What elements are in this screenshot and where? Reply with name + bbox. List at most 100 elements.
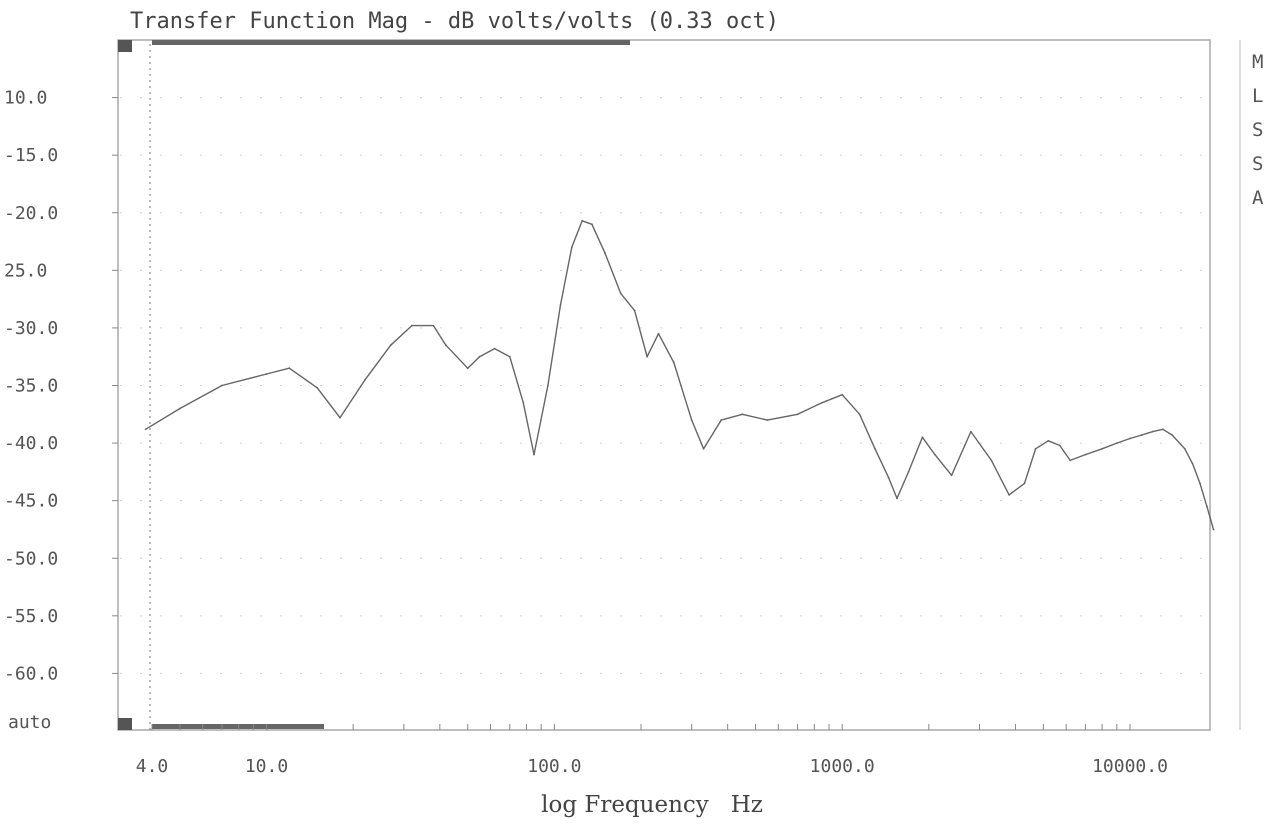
y-tick-label: 25.0	[4, 260, 47, 281]
data-point	[1191, 462, 1194, 465]
y-axis: 10.0 -15.0 -20.0 25.0 -30.0 -35.0 -40.0 -45.0 -5…	[4, 88, 118, 733]
data-point	[1206, 505, 1208, 508]
data-point	[1115, 442, 1118, 444]
y-tick-label: -15.0	[4, 145, 58, 166]
side-letter: S	[1252, 153, 1263, 175]
y-tick-label: -35.0	[4, 376, 58, 397]
data-point	[1129, 437, 1131, 440]
data-point	[316, 386, 319, 389]
data-point	[1058, 444, 1061, 447]
x-axis-title: log Frequency Hz	[541, 792, 763, 818]
data-point	[921, 436, 924, 439]
data-point	[619, 292, 622, 295]
data-point	[604, 252, 606, 255]
side-letter: S	[1252, 119, 1263, 141]
data-point	[1171, 434, 1173, 436]
x-tick-label: 1000.0	[810, 756, 875, 777]
data-point	[339, 416, 341, 419]
data-point	[522, 401, 525, 404]
side-letter: M	[1252, 51, 1263, 73]
data-point	[1034, 447, 1037, 450]
chart-title: Transfer Function Mag - dB volts/volts (…	[130, 9, 779, 34]
data-point	[445, 344, 447, 347]
data-point	[896, 497, 898, 500]
data-trace-group	[144, 219, 1215, 531]
y-tick-label: -20.0	[4, 203, 58, 224]
range-markers	[118, 40, 630, 730]
data-point	[841, 393, 844, 396]
data-point	[646, 355, 648, 358]
x-tick-label: 100.0	[527, 756, 581, 777]
data-point	[221, 384, 223, 387]
data-point	[907, 471, 910, 473]
data-point	[858, 413, 861, 416]
data-point	[970, 430, 972, 433]
data-point	[990, 459, 993, 462]
data-point	[478, 355, 481, 358]
y-tick-label: -60.0	[4, 663, 58, 684]
data-point	[1151, 430, 1154, 433]
data-point	[1023, 482, 1026, 485]
side-letter: A	[1252, 187, 1264, 209]
data-point	[657, 332, 660, 335]
data-point	[144, 428, 147, 431]
data-point	[179, 407, 181, 410]
data-point	[559, 304, 562, 306]
data-point	[1183, 447, 1186, 450]
side-letter: L	[1252, 85, 1263, 107]
data-point	[591, 223, 593, 226]
data-point	[1008, 494, 1010, 496]
data-point	[672, 361, 675, 364]
data-point	[1047, 439, 1050, 442]
data-point	[1199, 482, 1201, 485]
data-point	[821, 401, 823, 404]
series-line	[145, 220, 1215, 530]
data-point	[1069, 459, 1072, 462]
data-point	[288, 367, 291, 370]
data-point	[934, 453, 936, 456]
data-point	[633, 309, 636, 312]
y-tick-label: -50.0	[4, 548, 58, 569]
data-point	[533, 453, 535, 456]
y-bottom-label: auto	[8, 712, 51, 733]
grid	[120, 44, 1208, 730]
range-marker-bar	[152, 40, 630, 45]
data-point	[1141, 434, 1143, 436]
y-tick-label: -40.0	[4, 433, 58, 454]
range-marker-square	[118, 40, 132, 52]
range-marker-square	[118, 718, 132, 730]
data-point	[389, 344, 392, 347]
data-point	[874, 447, 876, 450]
data-point	[466, 367, 469, 370]
y-tick-label: -55.0	[4, 606, 58, 627]
data-point	[1161, 428, 1164, 431]
data-point	[432, 324, 435, 327]
data-point	[1212, 528, 1215, 531]
data-point	[741, 413, 744, 416]
data-point	[570, 246, 573, 249]
data-point	[1084, 453, 1087, 456]
data-point	[766, 419, 769, 421]
x-tick-label: 10000.0	[1092, 756, 1168, 777]
x-tick-label: 4.0	[136, 756, 169, 777]
x-tick-label: 10.0	[245, 756, 288, 777]
data-point	[796, 413, 799, 416]
data-point	[1101, 447, 1103, 450]
data-point	[950, 474, 953, 477]
data-point	[508, 355, 511, 358]
data-point	[364, 378, 366, 381]
data-point	[411, 324, 413, 327]
data-point	[702, 447, 705, 450]
data-point	[493, 347, 496, 350]
y-tick-label: -45.0	[4, 491, 58, 512]
data-point	[720, 419, 723, 421]
y-tick-label: 10.0	[4, 88, 47, 109]
data-point	[581, 219, 584, 222]
y-tick-label: -30.0	[4, 318, 58, 339]
data-point	[265, 373, 268, 375]
range-marker-bar	[152, 724, 324, 729]
x-axis: 4.0 10.0 100.0 1000.0 10000.0	[136, 724, 1168, 777]
data-point	[690, 419, 693, 421]
